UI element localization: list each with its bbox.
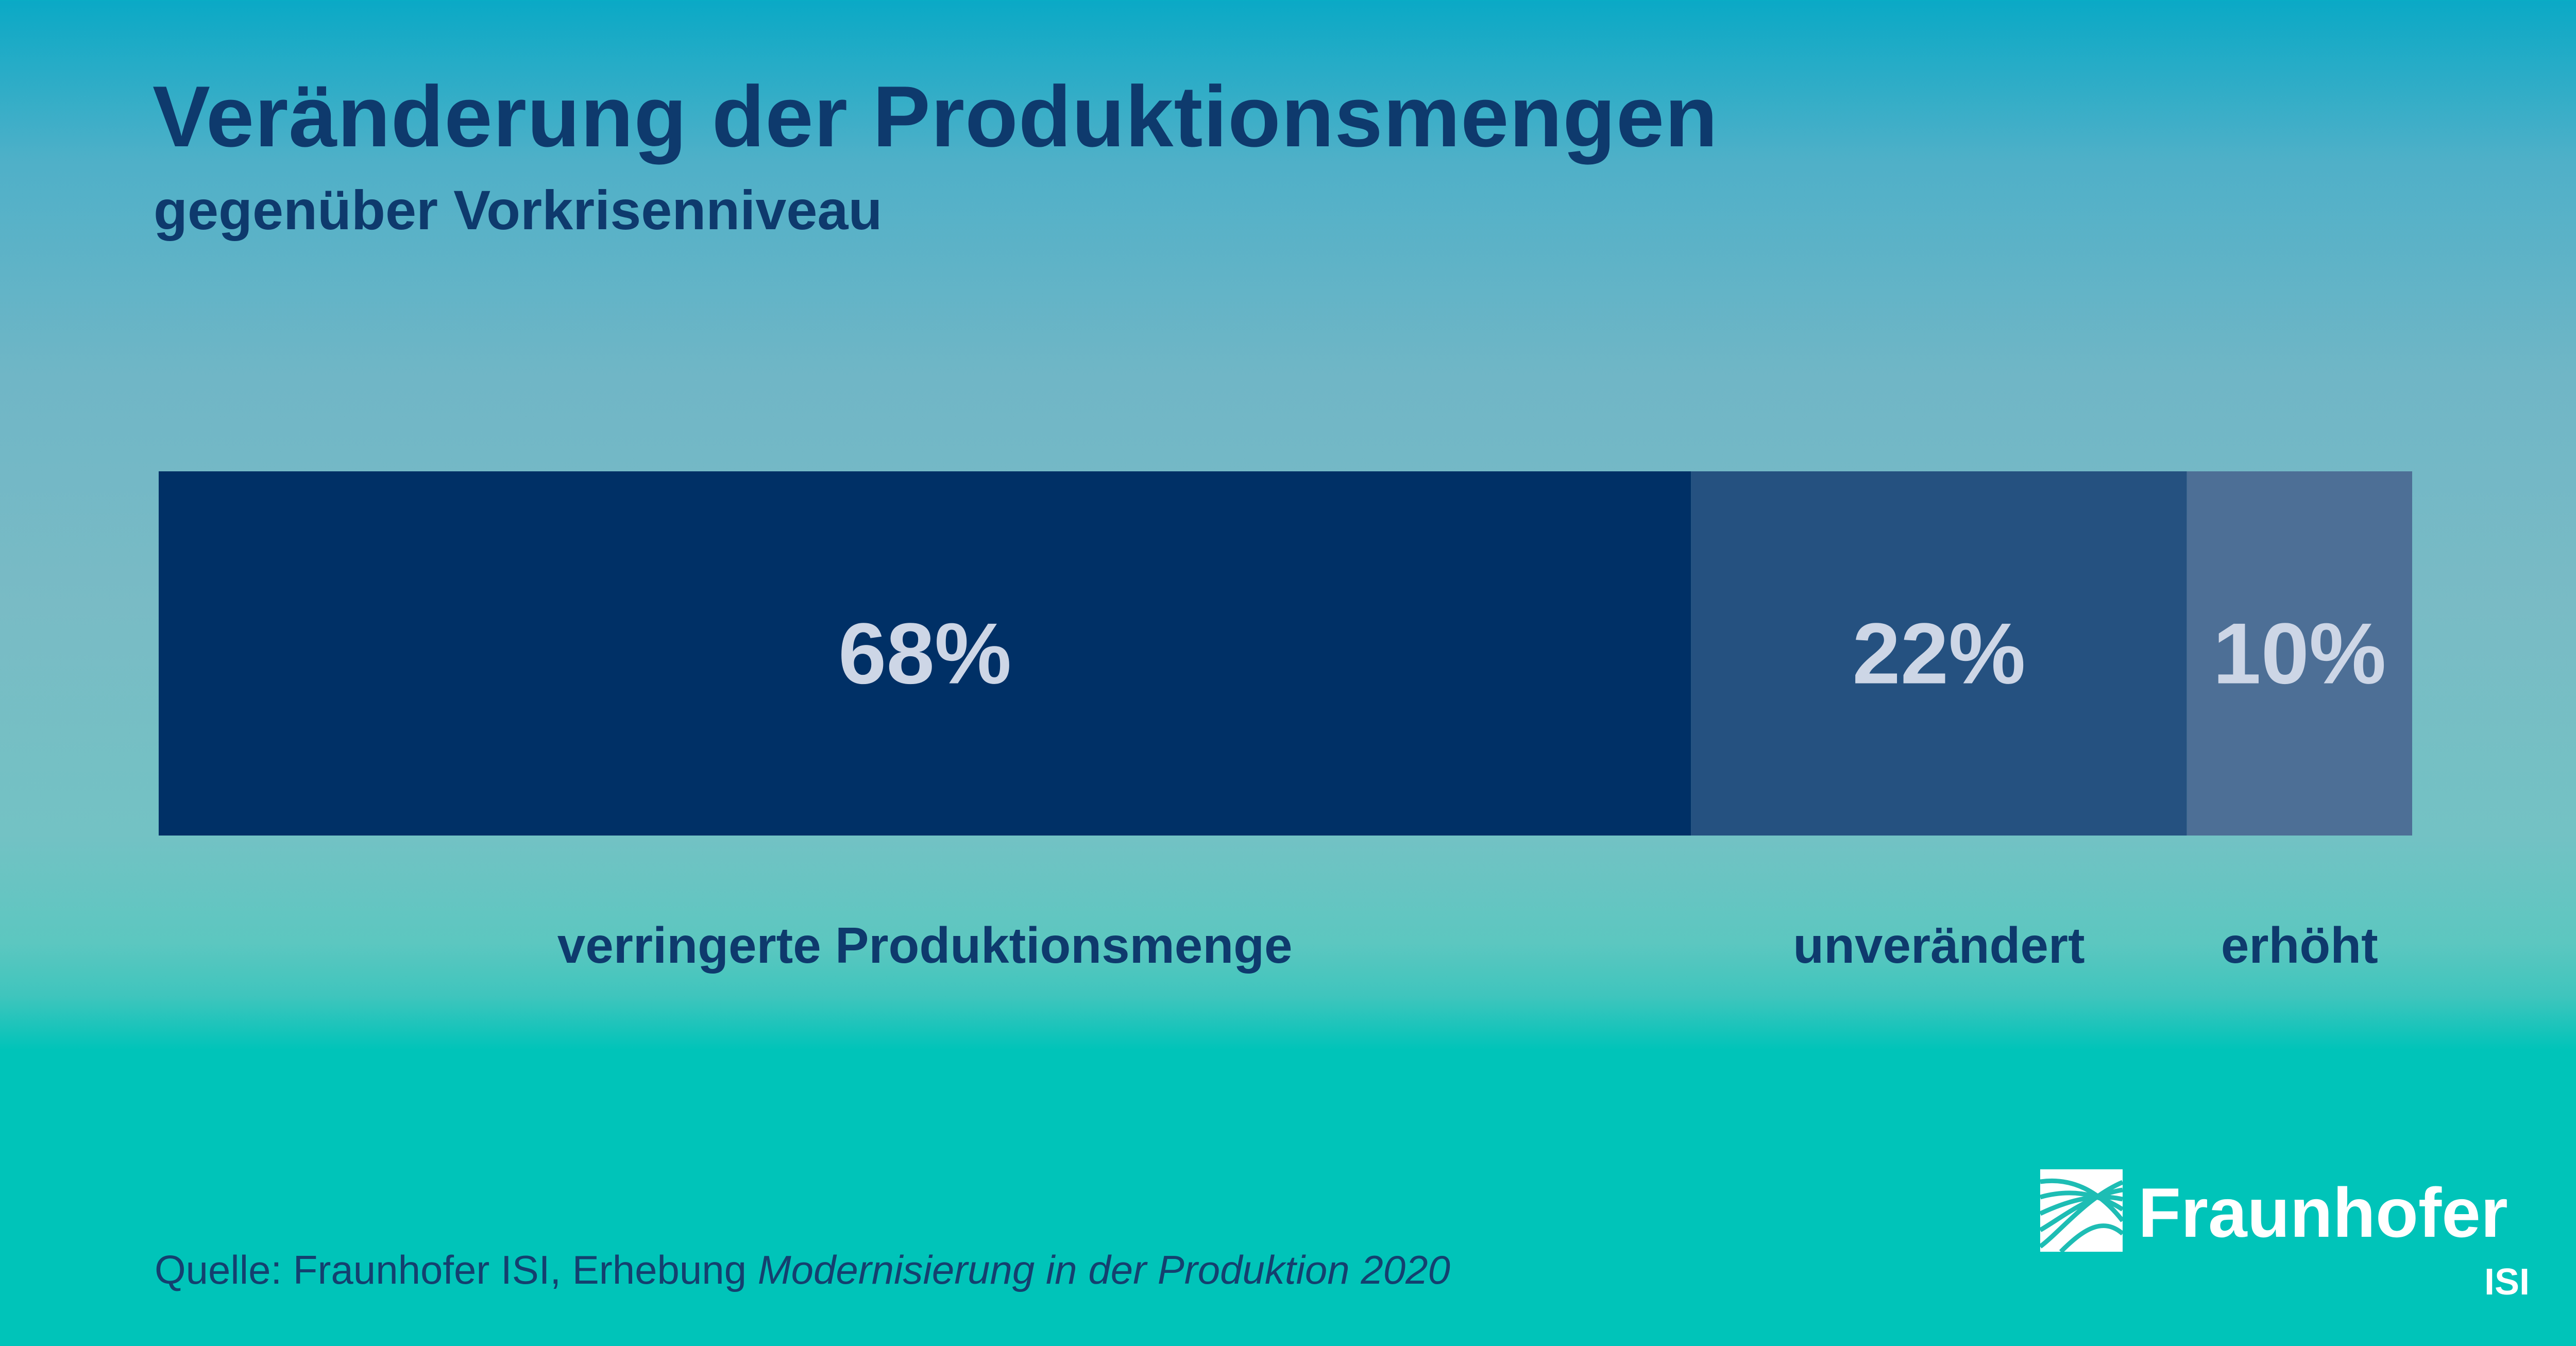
- logo-name: Fraunhofer: [2138, 1173, 2508, 1252]
- bar-segment: [159, 471, 1691, 836]
- fraunhofer-logo: Fraunhofer ISI: [2040, 1169, 2530, 1314]
- logo-sub: ISI: [2484, 1262, 2530, 1303]
- chart-title: Veränderung der Produktionsmengen: [152, 68, 1718, 165]
- bar-segment: [1691, 471, 2187, 836]
- chart-subtitle: gegenüber Vorkrisenniveau: [154, 179, 883, 241]
- source-note: Quelle: Fraunhofer ISI, Erhebung Moderni…: [155, 1247, 1450, 1293]
- bar-value-label: 22%: [1852, 605, 2025, 702]
- bar-value-label: 10%: [2213, 605, 2386, 702]
- category-label: unverändert: [1793, 917, 2084, 974]
- category-label: verringerte Produktionsmenge: [557, 917, 1293, 974]
- category-label: erhöht: [2221, 917, 2378, 974]
- bar-value-label: 68%: [838, 605, 1011, 702]
- source-title: Modernisierung in der Produktion 2020: [757, 1247, 1450, 1292]
- source-prefix: Quelle: Fraunhofer ISI, Erhebung: [155, 1247, 758, 1292]
- bar-segment: [2187, 471, 2412, 836]
- fraunhofer-logo-icon: [2040, 1169, 2123, 1252]
